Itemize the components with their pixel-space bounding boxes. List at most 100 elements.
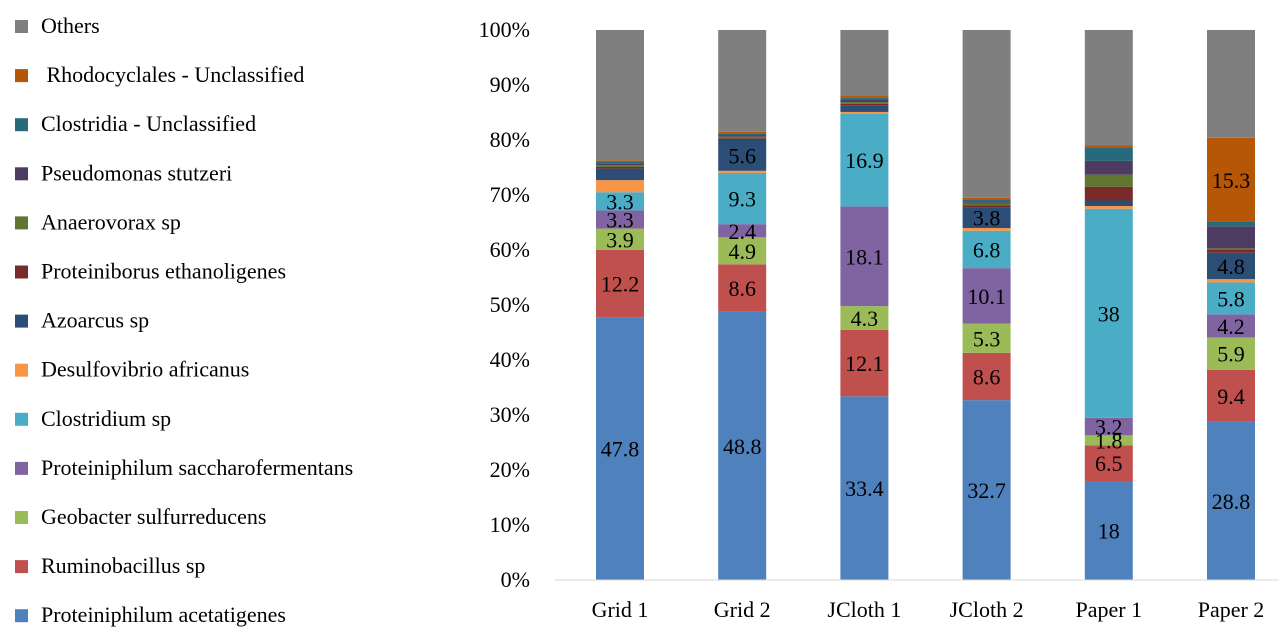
bar-jcloth-1-clostridium-sp (840, 113, 889, 207)
bar-jcloth-2-proteiniborus-ethanoligenes (962, 205, 1011, 208)
data-label-paper-2-azoarcus-sp: 4.8 (1217, 254, 1245, 279)
bar-paper-1-rhodocyclales-unclassified (1084, 145, 1133, 148)
legend-label-proteiniphilum-saccharofermentans: Proteiniphilum saccharofermentans (41, 455, 353, 480)
bar-paper-1-pseudomonas-stutzeri (1084, 160, 1133, 175)
bar-jcloth-1-clostridia-unclassified (840, 97, 889, 100)
bar-grid-2-azoarcus-sp (718, 140, 767, 171)
y-tick-label-10: 10% (490, 512, 530, 537)
data-label-grid-2-proteiniphilum-saccharofermentans: 2.4 (728, 219, 756, 244)
bar-grid-1-anaerovorax-sp (596, 165, 644, 167)
bar-grid-1-proteiniphilum-saccharofermentans (596, 210, 644, 229)
bar-jcloth-1-azoarcus-sp (840, 105, 889, 112)
data-label-jcloth-1-geobacter-sulfurreducens: 4.3 (851, 306, 879, 331)
legend-swatch-others (15, 20, 28, 33)
y-tick-label-60: 60% (490, 237, 530, 262)
bar-paper-1-anaerovorax-sp (1084, 174, 1133, 187)
data-label-paper-1-clostridium-sp: 38 (1098, 301, 1120, 326)
bar-jcloth-2-clostridium-sp (962, 230, 1011, 269)
y-tick-label-70: 70% (490, 182, 530, 207)
y-tick-label-90: 90% (490, 72, 530, 97)
bar-jcloth-2-desulfovibrio-africanus (962, 228, 1011, 231)
bar-jcloth-1-proteiniphilum-acetatigenes (840, 396, 889, 580)
x-tick-label-grid-1: Grid 1 (592, 597, 649, 622)
data-label-grid-2-clostridium-sp: 9.3 (728, 187, 756, 212)
data-label-grid-2-ruminobacillus-sp: 8.6 (728, 276, 756, 301)
bar-grid-1-clostridium-sp (596, 192, 644, 211)
y-tick-label-30: 30% (490, 402, 530, 427)
y-tick-label-0: 0% (501, 567, 530, 592)
x-tick-label-jcloth-2: JCloth 2 (950, 597, 1024, 622)
bar-grid-1-proteiniborus-ethanoligenes (596, 166, 644, 169)
bar-paper-2-others (1207, 30, 1255, 138)
bars (596, 30, 1255, 580)
data-label-jcloth-1-ruminobacillus-sp: 12.1 (845, 351, 884, 376)
legend-swatch-azoarcus-sp (15, 314, 28, 328)
bar-paper-2-proteiniphilum-acetatigenes (1207, 421, 1255, 580)
data-label-grid-1-proteiniphilum-saccharofermentans: 3.3 (606, 207, 634, 232)
y-tick-label-80: 80% (490, 127, 530, 152)
legend-label-pseudomonas-stutzeri: Pseudomonas stutzeri (41, 160, 232, 185)
legend-swatch-anaerovorax-sp (15, 216, 28, 230)
data-label-paper-2-ruminobacillus-sp: 9.4 (1217, 384, 1245, 409)
bar-grid-1-azoarcus-sp (596, 168, 644, 181)
x-tick-label-paper-2: Paper 2 (1198, 597, 1265, 622)
legend-swatch-clostridium-sp (15, 412, 28, 426)
data-label-jcloth-2-proteiniphilum-acetatigenes: 32.7 (967, 478, 1006, 503)
data-label-jcloth-2-geobacter-sulfurreducens: 5.3 (973, 326, 1001, 351)
legend-label-proteiniborus-ethanoligenes: Proteiniborus ethanoligenes (41, 259, 286, 284)
bar-grid-1-desulfovibrio-africanus (596, 180, 644, 193)
legend-label-rhodocyclales-unclassified: Rhodocyclales - Unclassified (41, 62, 304, 87)
y-tick-label-20: 20% (490, 457, 530, 482)
bar-paper-2-ruminobacillus-sp (1207, 369, 1255, 422)
bar-paper-2-clostridium-sp (1207, 282, 1255, 315)
legend-swatch-rhodocyclales-unclassified (15, 69, 28, 83)
bar-grid-1-proteiniphilum-acetatigenes (596, 317, 644, 580)
bar-jcloth-1-others (840, 30, 889, 96)
legend-label-anaerovorax-sp: Anaerovorax sp (41, 209, 181, 234)
bar-grid-2-proteiniphilum-acetatigenes (718, 311, 767, 580)
bar-jcloth-2-ruminobacillus-sp (962, 352, 1011, 401)
bar-grid-1-others (596, 30, 644, 161)
bar-paper-2-pseudomonas-stutzeri (1207, 226, 1255, 249)
bar-paper-2-proteiniphilum-saccharofermentans (1207, 314, 1255, 338)
bar-grid-1-ruminobacillus-sp (596, 250, 644, 318)
legend-label-azoarcus-sp: Azoarcus sp (41, 308, 149, 333)
bar-paper-1-desulfovibrio-africanus (1084, 206, 1133, 209)
bar-jcloth-2-proteiniphilum-acetatigenes (962, 400, 1011, 580)
bar-jcloth-2-azoarcus-sp (962, 207, 1011, 228)
bar-jcloth-1-anaerovorax-sp (840, 102, 889, 104)
data-label-paper-2-rhodocyclales-unclassified: 15.3 (1212, 168, 1251, 193)
y-tick-label-40: 40% (490, 347, 530, 372)
data-label-paper-2-geobacter-sulfurreducens: 5.9 (1217, 342, 1245, 367)
bar-grid-2-others (718, 30, 767, 132)
bar-paper-1-proteiniborus-ethanoligenes (1084, 186, 1133, 201)
bar-grid-2-rhodocyclales-unclassified (718, 131, 767, 134)
bar-paper-1-proteiniphilum-saccharofermentans (1084, 417, 1133, 436)
data-label-jcloth-2-proteiniphilum-saccharofermentans: 10.1 (967, 284, 1006, 309)
y-tick-label-100: 100% (479, 17, 530, 42)
bar-paper-1-clostridia-unclassified (1084, 147, 1133, 161)
legend-swatch-ruminobacillus-sp (15, 560, 28, 574)
y-axis: 0% 10% 20% 30% 40% 50% 60% 70% 80% 90% 100% (479, 17, 530, 592)
bar-paper-1-geobacter-sulfurreducens (1084, 435, 1133, 446)
legend-swatch-proteiniphilum-acetatigenes (15, 609, 28, 623)
bar-grid-1-pseudomonas-stutzeri (596, 163, 644, 166)
legend-swatch-proteiniphilum-saccharofermentans (15, 461, 28, 475)
legend-swatch-clostridia-unclassified (15, 118, 28, 132)
legend-label-clostridium-sp: Clostridium sp (41, 406, 171, 431)
x-tick-label-grid-2: Grid 2 (714, 597, 771, 622)
data-label-paper-2-clostridium-sp: 5.8 (1217, 286, 1245, 311)
bar-grid-2-proteiniphilum-saccharofermentans (718, 224, 767, 238)
y-tick-label-50: 50% (490, 292, 530, 317)
data-label-jcloth-1-proteiniphilum-acetatigenes: 33.4 (845, 476, 884, 501)
data-label-grid-1-geobacter-sulfurreducens: 3.9 (606, 227, 634, 252)
bar-paper-2-desulfovibrio-africanus (1207, 279, 1255, 283)
bar-paper-2-anaerovorax-sp (1207, 248, 1255, 250)
bar-jcloth-1-proteiniborus-ethanoligenes (840, 103, 889, 106)
legend-swatch-geobacter-sulfurreducens (15, 511, 28, 524)
data-label-paper-1-proteiniphilum-acetatigenes: 18 (1098, 519, 1120, 544)
data-label-paper-2-proteiniphilum-saccharofermentans: 4.2 (1217, 314, 1245, 339)
bar-paper-2-clostridia-unclassified (1207, 221, 1255, 227)
legend: Others Rhodocyclales - Unclassified Clost… (15, 13, 353, 627)
data-label-grid-1-ruminobacillus-sp: 12.2 (601, 272, 640, 297)
